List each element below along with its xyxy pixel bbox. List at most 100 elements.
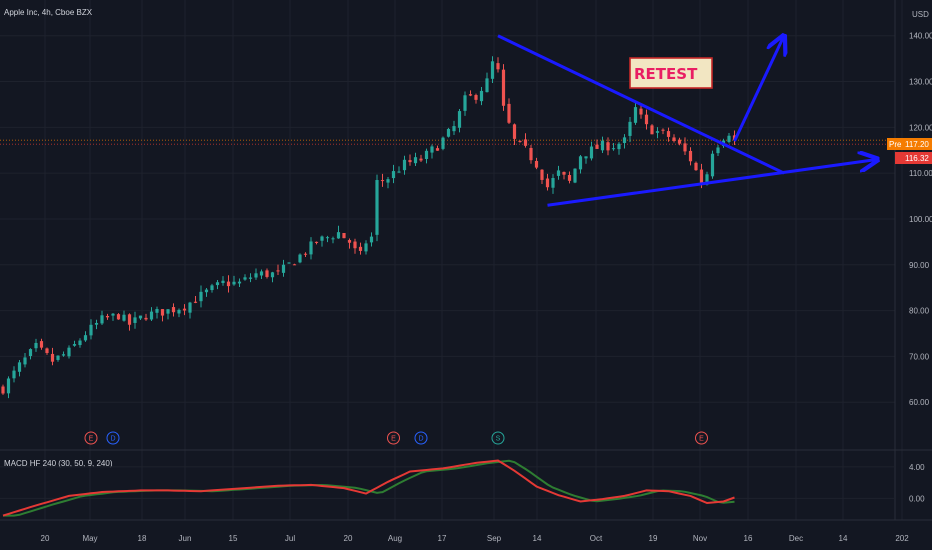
currency-label: USD [912,10,929,19]
candle [391,164,396,184]
candle [611,142,616,151]
candle-body [705,174,709,185]
trendline[interactable] [497,34,785,175]
candle-body [314,241,319,243]
candle-body [380,180,385,182]
price-tick-label: 80.00 [909,307,930,316]
macd-tick-label: 0.00 [909,494,925,503]
candle-body [259,271,264,276]
candle [270,271,275,283]
candle-body [710,153,715,177]
candle [468,90,473,97]
candle [644,109,649,130]
candle [276,264,280,276]
candle [661,128,665,135]
candle [292,263,297,266]
candle-body [441,137,445,149]
candle [694,161,698,171]
candle-body [490,61,495,79]
candle [463,91,467,116]
candle-body [254,273,258,278]
event-marker-e[interactable]: E [84,431,98,445]
candle [182,304,187,316]
event-marker-d[interactable]: D [414,431,428,445]
candle-body [116,314,121,320]
candle [562,171,566,180]
candle-body [617,143,621,150]
price-tick-label: 70.00 [909,352,930,361]
candle [540,169,544,184]
candle [490,56,495,84]
candle-body [50,353,55,362]
candle-body [342,232,346,239]
candle [215,279,220,290]
grid-lines [0,0,903,520]
candle-body [644,114,649,125]
candle [309,237,313,260]
candle-body [155,309,159,313]
candle-body [303,253,308,255]
candle [523,133,528,148]
event-marker-s[interactable]: S [491,431,505,445]
last-badge-bg [895,152,932,164]
event-marker-d[interactable]: D [106,431,120,445]
candle [727,132,731,144]
candlestick-series[interactable] [1,56,737,399]
candle [655,127,660,139]
candle [72,340,77,347]
candle [138,315,143,321]
candle [94,319,99,330]
time-tick-label: Jul [285,534,295,543]
candle [232,275,236,286]
retest-annotation[interactable]: RETEST [629,57,713,89]
candle [485,72,489,93]
candle [248,273,253,283]
candle [133,311,137,329]
candle-body [589,146,594,159]
candle-body [534,160,539,168]
time-tick-label: 14 [839,534,848,543]
candle-body [408,160,412,163]
candle [199,285,203,308]
trendline-annotations[interactable] [497,34,878,207]
candle [622,134,627,149]
candle [424,148,429,164]
candle [78,338,82,348]
candle [534,157,539,170]
candle-body [89,324,93,336]
trendline[interactable] [547,159,878,207]
candle-body [716,147,720,154]
trendline[interactable] [733,36,785,142]
candle [23,353,27,368]
candle-body [298,254,302,263]
candle-body [661,129,665,131]
candle [122,310,126,322]
candle-body [105,315,110,318]
candle [716,144,720,157]
time-tick-label: 20 [344,534,353,543]
candle-body [567,175,572,181]
event-marker-e[interactable]: E [695,431,708,445]
candle [336,225,341,239]
candle [364,240,368,255]
candle-body [17,362,22,372]
candle [672,134,676,143]
candle [67,345,71,359]
pre-badge-value: 117.20 [905,140,929,149]
event-marker-e[interactable]: E [387,431,400,445]
time-tick-label: 18 [138,534,147,543]
candle [551,174,555,194]
candle-body [122,314,126,321]
candle-body [386,179,390,183]
candle [397,166,401,173]
candle-body [61,354,66,356]
candle-body [446,128,451,137]
macd-indicator: 4.00 0.00 [0,459,925,517]
price-axis-ticks: 60.00 70.00 80.00 90.00 100.00 110.00 120.00 13… [909,32,932,407]
candle-body [243,277,247,280]
time-tick-label: Nov [693,534,707,543]
candle [265,268,269,279]
